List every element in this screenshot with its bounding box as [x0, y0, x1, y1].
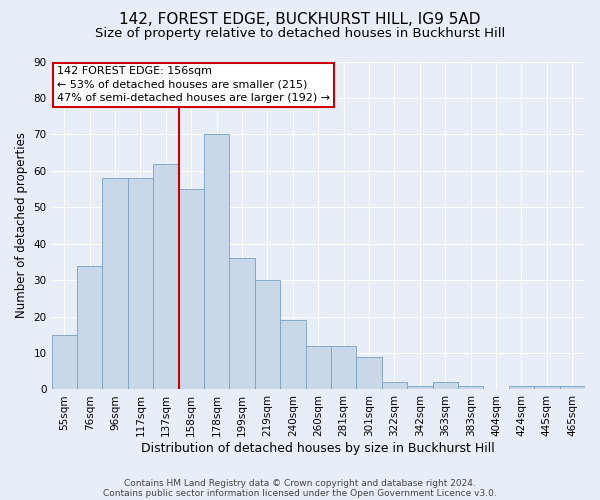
Text: 142, FOREST EDGE, BUCKHURST HILL, IG9 5AD: 142, FOREST EDGE, BUCKHURST HILL, IG9 5A…	[119, 12, 481, 28]
Bar	[382, 382, 407, 390]
Bar	[179, 189, 204, 390]
X-axis label: Distribution of detached houses by size in Buckhurst Hill: Distribution of detached houses by size …	[142, 442, 495, 455]
Bar	[153, 164, 179, 390]
Bar	[407, 386, 433, 390]
Bar	[255, 280, 280, 390]
Bar	[356, 356, 382, 390]
Text: Contains HM Land Registry data © Crown copyright and database right 2024.: Contains HM Land Registry data © Crown c…	[124, 478, 476, 488]
Y-axis label: Number of detached properties: Number of detached properties	[15, 132, 28, 318]
Bar	[52, 335, 77, 390]
Bar	[204, 134, 229, 390]
Bar	[77, 266, 103, 390]
Bar	[305, 346, 331, 390]
Bar	[229, 258, 255, 390]
Bar	[128, 178, 153, 390]
Text: Contains public sector information licensed under the Open Government Licence v3: Contains public sector information licen…	[103, 488, 497, 498]
Bar	[509, 386, 534, 390]
Bar	[560, 386, 585, 390]
Bar	[331, 346, 356, 390]
Bar	[280, 320, 305, 390]
Bar	[103, 178, 128, 390]
Bar	[433, 382, 458, 390]
Text: 142 FOREST EDGE: 156sqm
← 53% of detached houses are smaller (215)
47% of semi-d: 142 FOREST EDGE: 156sqm ← 53% of detache…	[57, 66, 330, 103]
Bar	[534, 386, 560, 390]
Bar	[458, 386, 484, 390]
Text: Size of property relative to detached houses in Buckhurst Hill: Size of property relative to detached ho…	[95, 28, 505, 40]
